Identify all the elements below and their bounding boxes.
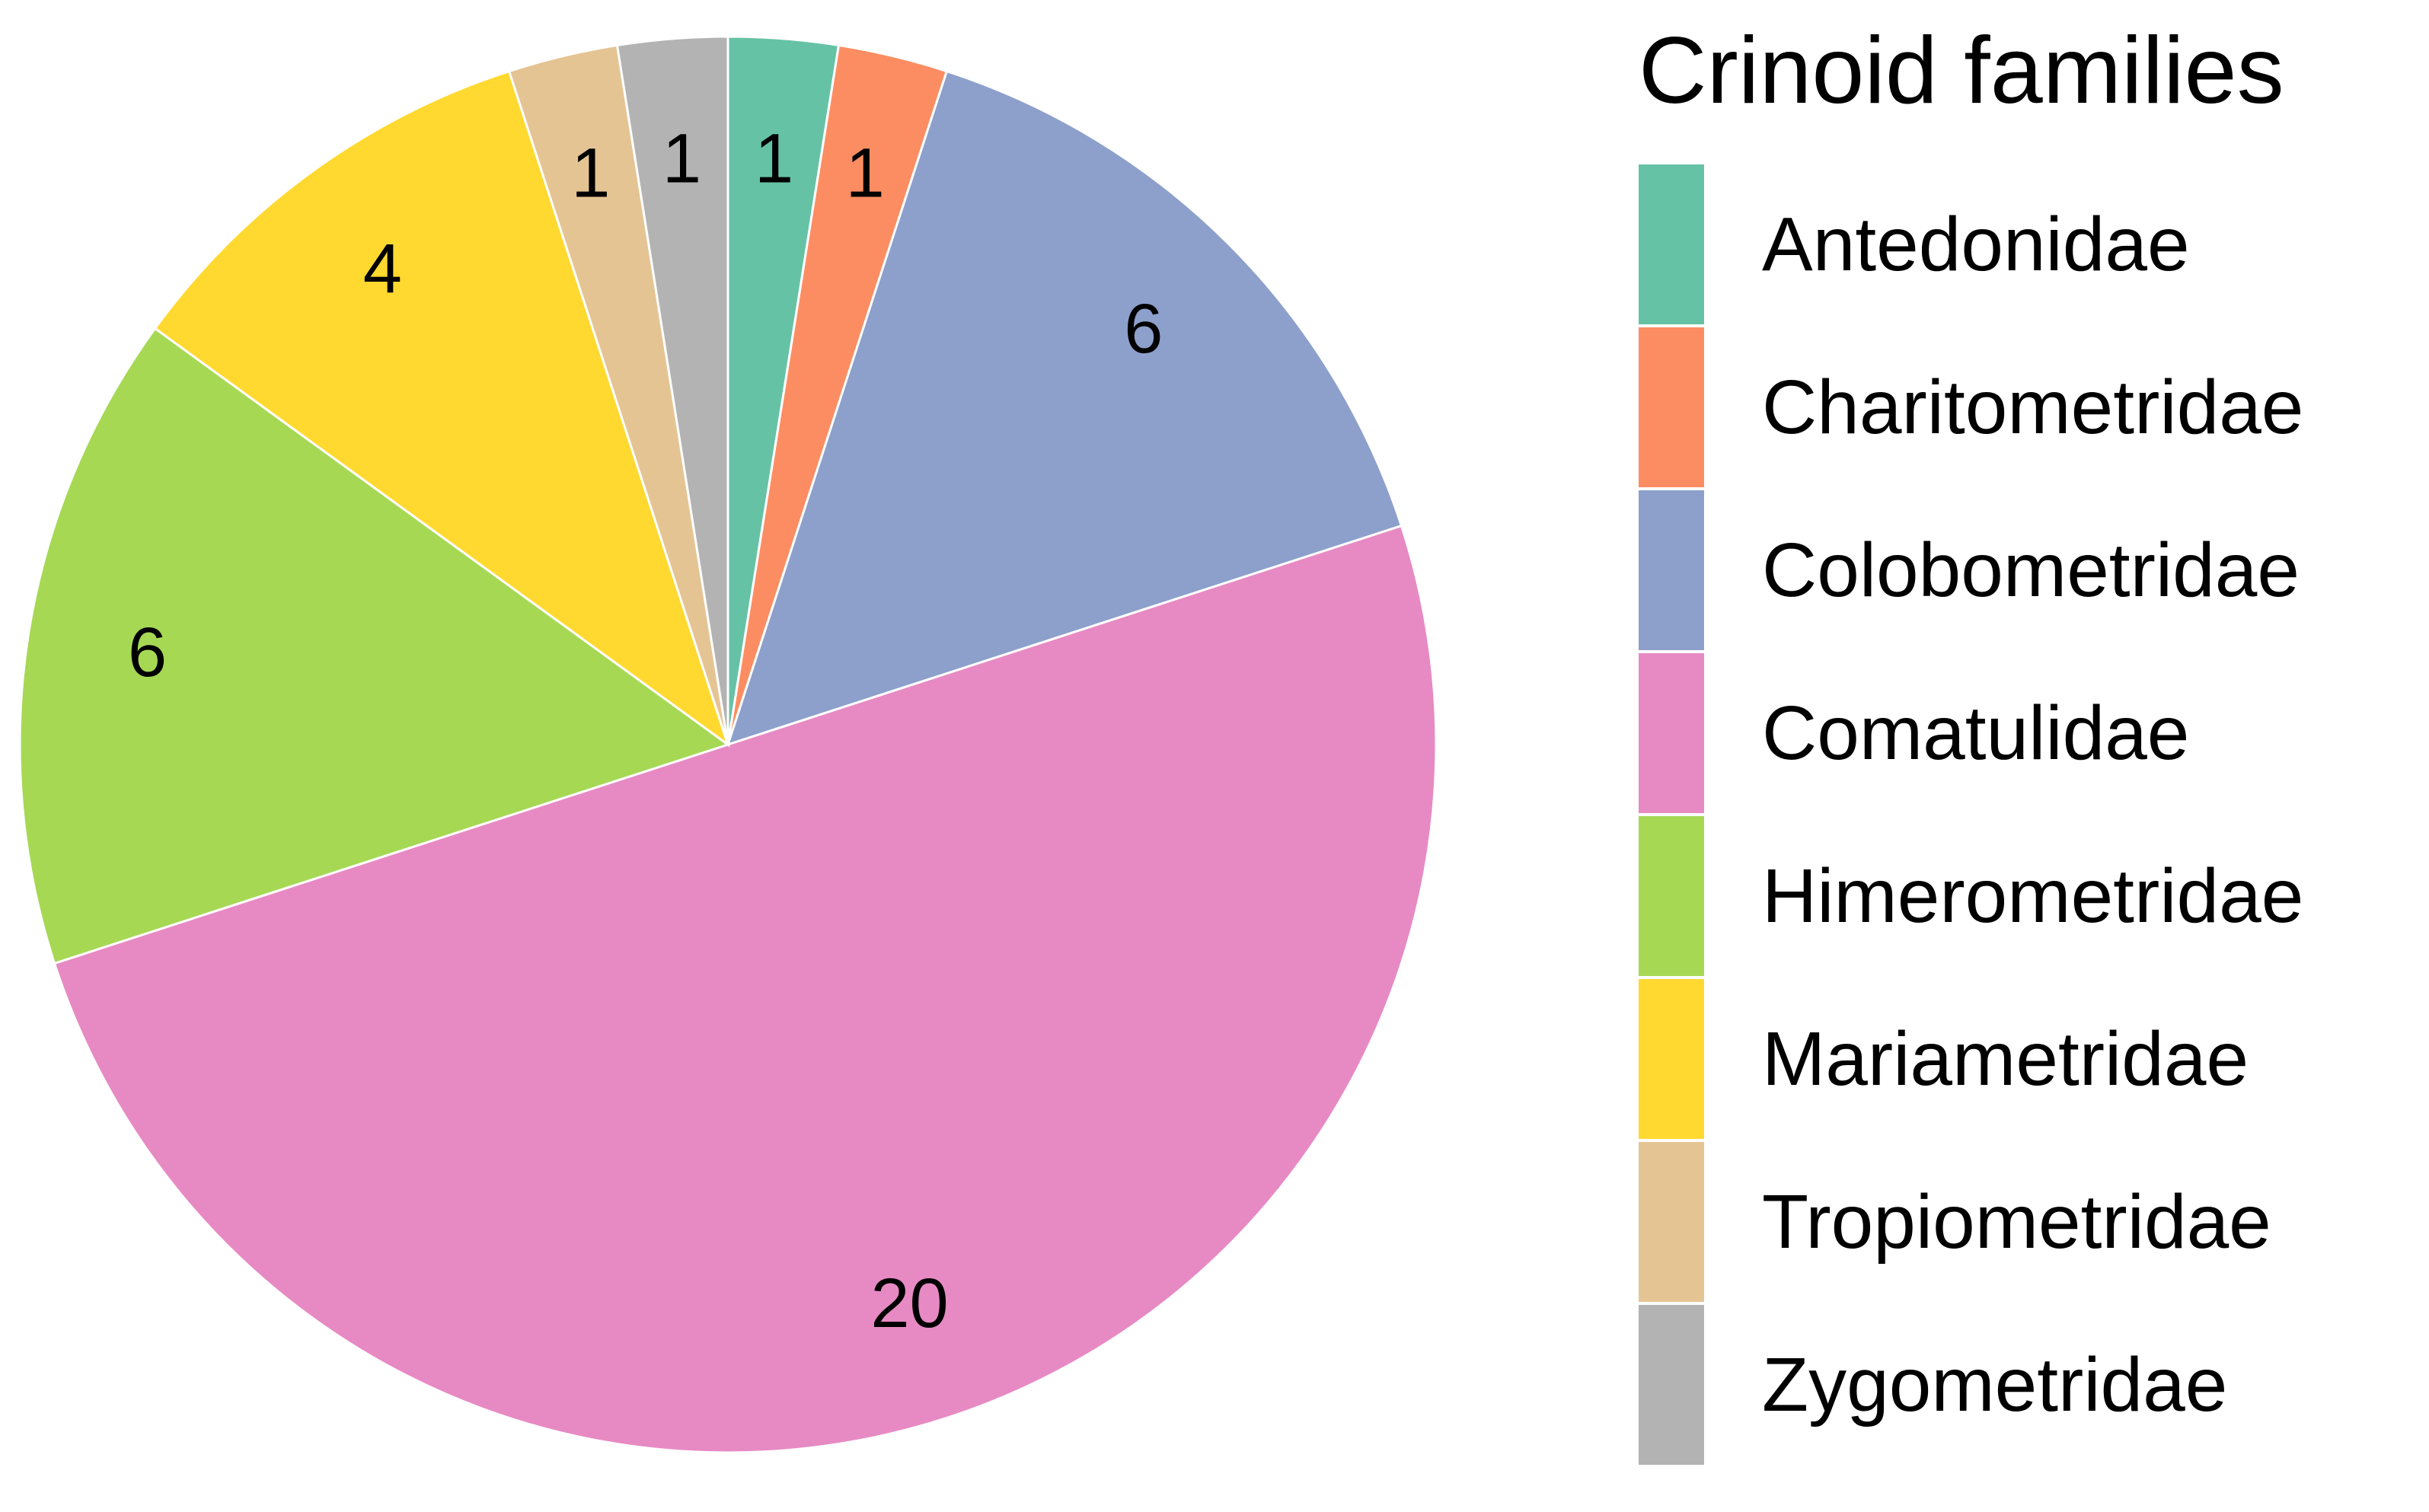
legend-title: Crinoid families: [1639, 18, 2284, 123]
pie-slice-colobometridae: [726, 69, 1403, 747]
legend-swatch-antedonidae: [1639, 164, 1704, 324]
legend-label-charitometridae: Charitometridae: [1762, 365, 2303, 450]
pie-slice-himerometridae: [18, 327, 731, 965]
pie-slice-comatulidae: [53, 524, 1438, 1453]
legend-swatch-charitometridae: [1639, 327, 1704, 487]
legend-swatch-tropiometridae: [1639, 1142, 1704, 1302]
slice-value-label-mariametridae: 4: [363, 231, 402, 308]
legend-swatch-colobometridae: [1639, 490, 1704, 650]
slice-value-label-zygometridae: 1: [662, 120, 701, 197]
pie-slices: [18, 35, 1438, 1453]
legend-label-himerometridae: Himerometridae: [1762, 853, 2303, 939]
legend-label-zygometridae: Zygometridae: [1762, 1342, 2227, 1427]
slice-value-label-comatulidae: 20: [870, 1265, 948, 1342]
legend-label-antedonidae: Antedonidae: [1762, 202, 2190, 287]
legend-swatch-mariametridae: [1639, 979, 1704, 1139]
legend-label-colobometridae: Colobometridae: [1762, 528, 2300, 613]
legend-swatch-himerometridae: [1639, 816, 1704, 976]
legend-label-mariametridae: Mariametridae: [1762, 1016, 2249, 1102]
pie-slice-mariametridae: [153, 69, 730, 748]
slice-value-label-antedonidae: 1: [755, 120, 793, 197]
slice-value-label-himerometridae: 6: [128, 614, 167, 691]
legend-label-comatulidae: Comatulidae: [1762, 691, 2189, 776]
pie-slice-zygometridae: [615, 35, 729, 745]
legend: Crinoid families Antedonidae Charitometri…: [1639, 18, 2303, 1465]
legend-swatch-zygometridae: [1639, 1305, 1704, 1465]
legend-items: Antedonidae Charitometridae Colobometridae…: [1639, 164, 2303, 1465]
slice-value-label-colobometridae: 6: [1124, 290, 1163, 368]
slice-value-label-tropiometridae: 1: [571, 134, 610, 212]
legend-label-tropiometridae: Tropiometridae: [1762, 1179, 2271, 1265]
legend-swatch-comatulidae: [1639, 653, 1704, 813]
slice-value-label-charitometridae: 1: [846, 134, 885, 212]
